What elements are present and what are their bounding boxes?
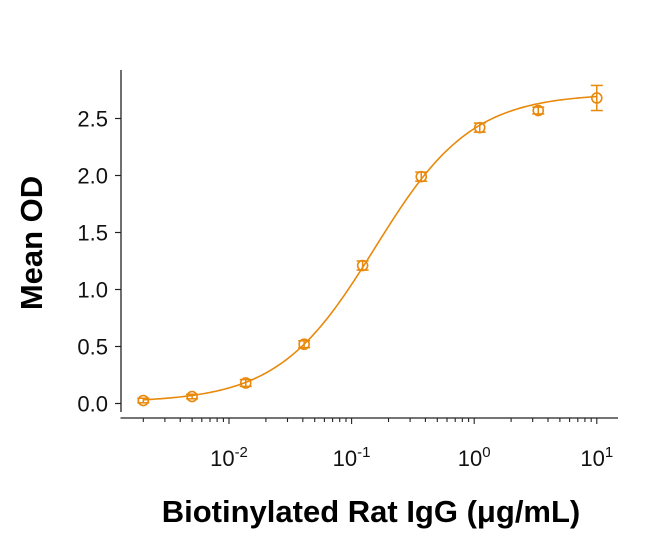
data-point [590,84,603,112]
fit-curve [143,95,597,401]
point-marker [298,338,310,351]
point-marker [473,121,486,134]
x-tick-label: 10-2 [210,444,248,471]
x-tick-exponent: 0 [482,444,490,461]
y-tick-label: 1.5 [77,221,108,246]
x-tick-base: 10 [580,446,604,471]
data-point [532,104,545,117]
y-tick-label: 0.0 [77,392,108,417]
point-marker [137,394,150,407]
x-axis-title: Biotinylated Rat IgG (μg/mL) [162,494,581,529]
y-tick-label: 2.5 [77,107,108,132]
point-marker [532,104,545,117]
x-tick-base: 10 [210,446,234,471]
x-ticks: 10-2 10-1 100 101 [142,418,613,471]
y-ticks: 0.0 0.5 1.0 1.5 2.0 2.5 [77,107,121,417]
point-marker [186,390,198,403]
data-point [239,377,252,389]
x-tick-label: 10-1 [333,444,371,471]
data-point [186,390,199,403]
point-marker [239,377,252,389]
y-axis-title: Mean OD [14,176,49,310]
data-points [137,84,603,407]
y-tick-label: 2.0 [77,164,108,189]
x-tick-label: 100 [458,444,491,471]
data-point [473,121,486,134]
x-tick-exponent: -2 [235,444,248,461]
point-marker [415,170,428,183]
x-tick-base: 10 [458,446,482,471]
data-point [298,338,311,351]
x-tick-label: 101 [580,444,613,471]
data-point [356,259,369,272]
y-tick-label: 1.0 [77,278,108,303]
data-point [137,394,150,407]
y-tick-label: 0.5 [77,335,108,360]
x-tick-base: 10 [333,446,357,471]
data-point [415,170,428,183]
x-tick-exponent: 1 [605,444,613,461]
axes: 0.00.51.01.52.02.5 10-2 10-1 100 101 [77,70,618,471]
point-marker [590,92,603,104]
x-tick-exponent: -1 [357,444,370,461]
point-marker [356,259,369,272]
